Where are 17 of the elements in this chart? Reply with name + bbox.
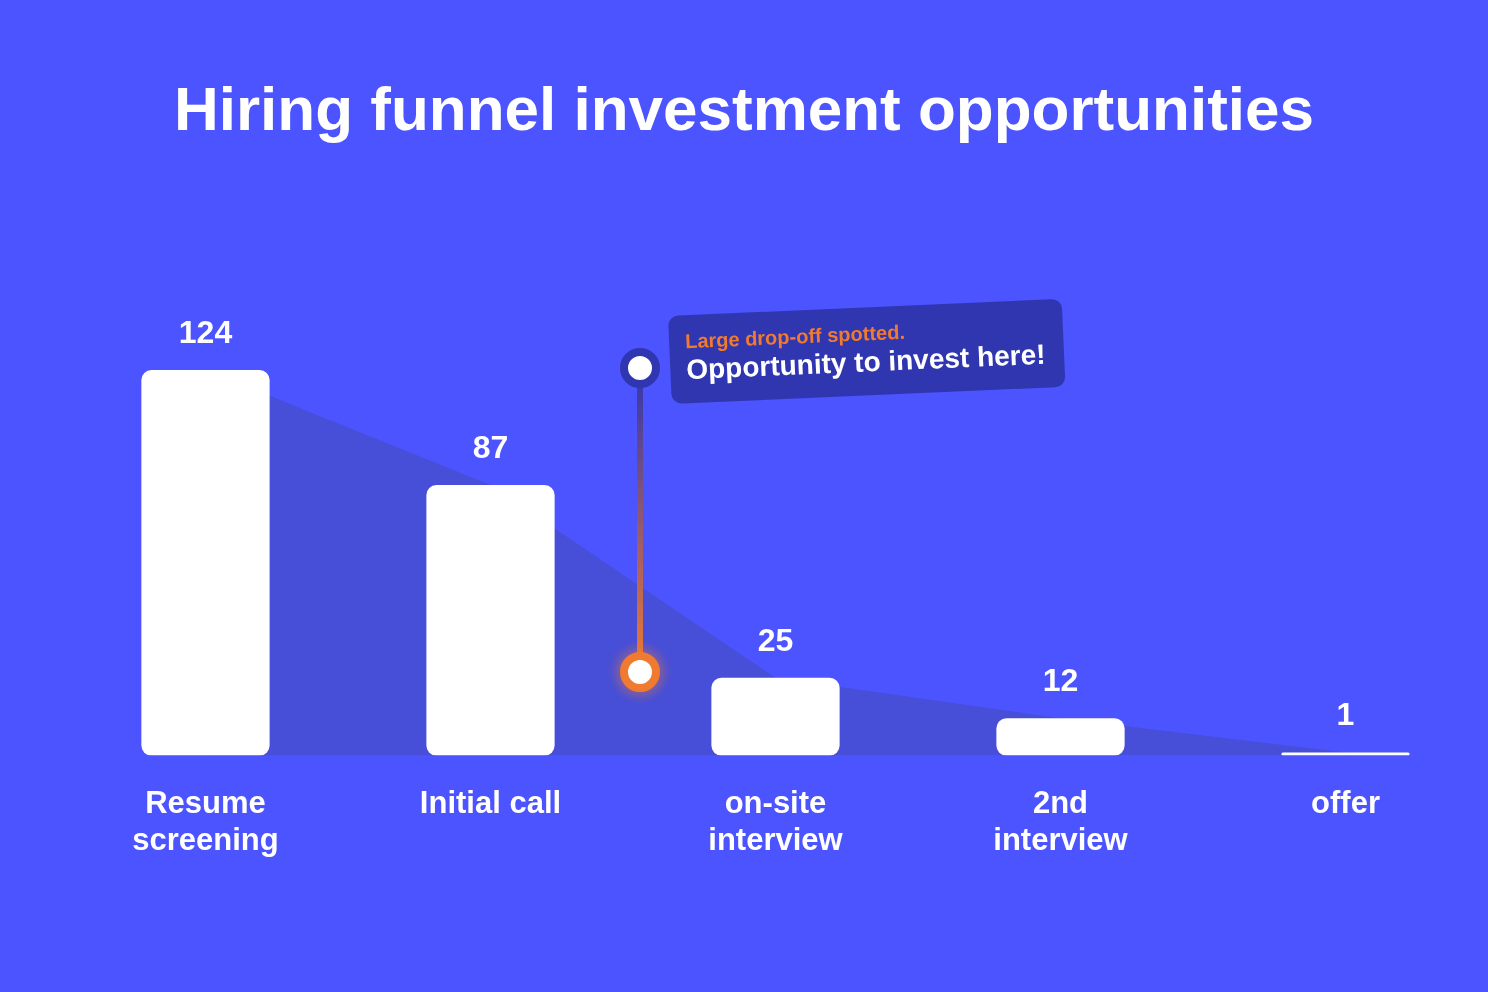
chart-title: Hiring funnel investment opportunities: [172, 73, 1316, 145]
x-tick-label: Resume screening: [132, 784, 279, 857]
callout-box: Large drop-off spotted. Opportunity to invest here!: [668, 298, 1066, 404]
bar: [996, 718, 1125, 756]
x-tick-label: 2nd interview: [993, 784, 1129, 857]
bar: [141, 370, 270, 756]
data-label: 12: [1042, 662, 1079, 699]
x-tick-label: offer: [1311, 784, 1380, 820]
data-label: 1: [1336, 696, 1355, 733]
data-label: 124: [178, 313, 233, 350]
bar: [426, 485, 555, 756]
bar: [1281, 752, 1410, 756]
data-label: 87: [472, 428, 509, 465]
data-label: 25: [757, 621, 794, 658]
x-tick-label: on-site interview: [708, 784, 844, 857]
x-tick-label: Initial call: [419, 784, 562, 820]
bar: [711, 677, 840, 756]
